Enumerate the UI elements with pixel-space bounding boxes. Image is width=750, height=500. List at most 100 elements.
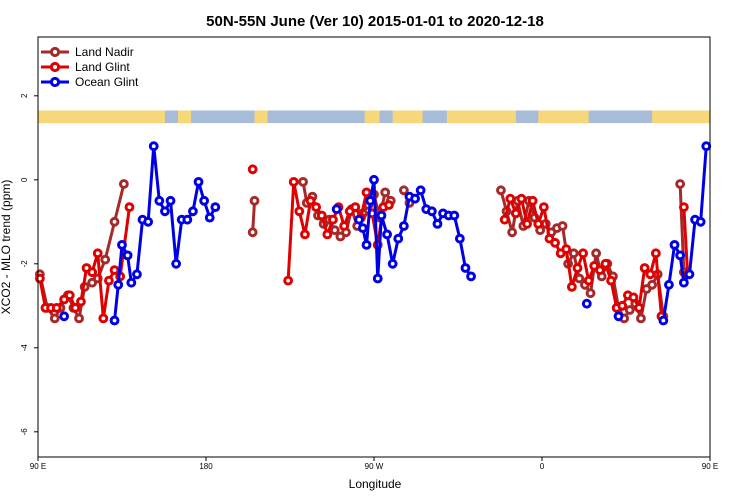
data-point-land-glint xyxy=(92,248,103,259)
x-tick-label: 180 xyxy=(199,462,213,471)
data-point-land-glint xyxy=(634,303,644,313)
series-ocean-glint xyxy=(59,141,712,326)
data-point-land-glint xyxy=(124,202,135,213)
legend-swatch-point xyxy=(49,76,61,88)
y-tick-label: 0 xyxy=(20,177,29,182)
data-point-land-glint xyxy=(594,265,605,276)
data-point-land-glint xyxy=(316,210,327,221)
data-point-land-glint xyxy=(617,300,628,311)
data-point-ocean-glint xyxy=(695,216,706,227)
data-point-land-glint xyxy=(247,164,258,175)
data-point-land-glint xyxy=(87,267,98,278)
data-point-ocean-glint xyxy=(432,219,443,229)
data-point-land-glint xyxy=(522,219,532,229)
data-point-land-nadir xyxy=(109,216,120,227)
series-line-ocean-glint xyxy=(113,144,217,321)
data-point-ocean-glint xyxy=(354,214,364,225)
data-point-ocean-glint xyxy=(204,212,215,223)
data-point-land-nadir xyxy=(298,177,308,187)
land-band-segment xyxy=(392,110,423,124)
y-axis-label: XCO2 - MLO trend (ppm) xyxy=(0,180,13,315)
data-point-land-nadir xyxy=(507,227,518,238)
data-point-ocean-glint xyxy=(675,250,686,261)
data-point-land-nadir xyxy=(624,305,635,315)
data-point-ocean-glint xyxy=(193,177,204,187)
data-point-ocean-glint xyxy=(199,195,210,206)
data-point-land-nadir xyxy=(585,288,596,299)
land-band-segment xyxy=(364,110,380,124)
data-point-land-glint xyxy=(566,282,577,292)
data-point-land-nadir xyxy=(100,254,111,265)
data-point-land-glint xyxy=(583,275,594,286)
data-point-land-glint xyxy=(104,275,114,286)
data-point-ocean-glint xyxy=(113,279,124,290)
data-point-land-glint xyxy=(311,202,322,213)
y-tick-label: -4 xyxy=(20,344,29,352)
data-point-land-glint xyxy=(561,244,572,255)
data-point-land-nadir xyxy=(636,313,646,324)
data-point-land-glint xyxy=(578,248,588,259)
data-point-land-glint xyxy=(76,296,86,307)
data-point-ocean-glint xyxy=(669,240,680,250)
data-point-ocean-glint xyxy=(684,269,695,280)
data-point-ocean-glint xyxy=(126,277,137,288)
data-point-land-nadir xyxy=(49,313,60,324)
x-tick-label: 0 xyxy=(540,462,545,471)
series-line-land-nadir xyxy=(251,200,257,233)
data-point-land-glint xyxy=(350,202,361,213)
data-point-ocean-glint xyxy=(132,269,142,280)
data-point-land-glint xyxy=(300,229,310,240)
axis-ticks: 90 E 180 90 W 0 90 E 2 0 -2 -4 -6 xyxy=(20,93,718,471)
data-point-ocean-glint xyxy=(426,206,437,217)
y-tick-label: -2 xyxy=(20,260,29,268)
data-point-land-glint xyxy=(499,214,510,225)
data-point-land-nadir xyxy=(380,187,391,198)
x-axis-label: Longitude xyxy=(349,477,402,491)
plot-frame xyxy=(37,36,711,458)
data-point-land-glint xyxy=(64,290,75,301)
data-point-ocean-glint xyxy=(171,258,182,269)
data-point-ocean-glint xyxy=(210,202,221,213)
data-point-ocean-glint xyxy=(398,221,409,231)
legend-item-land-nadir: Land Nadir xyxy=(41,45,134,59)
data-point-land-glint xyxy=(550,237,560,248)
data-point-land-nadir xyxy=(118,179,129,189)
data-point-land-nadir xyxy=(675,179,686,189)
data-point-ocean-glint xyxy=(122,250,133,261)
data-point-land-glint xyxy=(339,221,350,231)
land-band-segment xyxy=(38,110,165,124)
data-point-land-glint xyxy=(384,200,394,210)
data-point-land-nadir xyxy=(574,273,585,284)
x-tick-label: 90 E xyxy=(702,462,718,471)
data-point-ocean-glint xyxy=(387,258,398,269)
land-band-segment xyxy=(178,110,192,124)
data-point-ocean-glint xyxy=(678,277,689,288)
data-point-land-glint xyxy=(538,202,549,213)
data-point-land-glint xyxy=(527,195,538,206)
data-point-ocean-glint xyxy=(372,273,383,284)
data-point-land-nadir xyxy=(568,248,579,259)
data-point-ocean-glint xyxy=(361,240,372,250)
data-point-ocean-glint xyxy=(154,195,165,206)
y-tick-label: 2 xyxy=(20,93,29,98)
data-point-ocean-glint xyxy=(382,229,392,240)
data-point-ocean-glint xyxy=(160,206,170,217)
data-point-land-glint xyxy=(70,303,81,313)
land-band-segment xyxy=(254,110,268,124)
data-point-land-glint xyxy=(328,214,338,225)
data-point-ocean-glint xyxy=(365,195,376,206)
data-point-land-glint xyxy=(294,206,305,217)
land-band-segment xyxy=(446,110,516,124)
data-point-ocean-glint xyxy=(415,185,426,196)
data-point-land-nadir xyxy=(74,313,84,324)
data-point-ocean-glint xyxy=(664,279,674,290)
legend-label: Land Glint xyxy=(75,60,130,74)
y-tick-label: -6 xyxy=(20,428,29,436)
legend-label: Land Nadir xyxy=(75,45,134,59)
data-point-ocean-glint xyxy=(59,311,70,322)
chart-title: 50N-55N June (Ver 10) 2015-01-01 to 2020… xyxy=(206,13,544,30)
legend-swatch-point xyxy=(49,61,61,73)
data-point-ocean-glint xyxy=(701,141,712,152)
data-point-land-nadir xyxy=(249,195,260,206)
